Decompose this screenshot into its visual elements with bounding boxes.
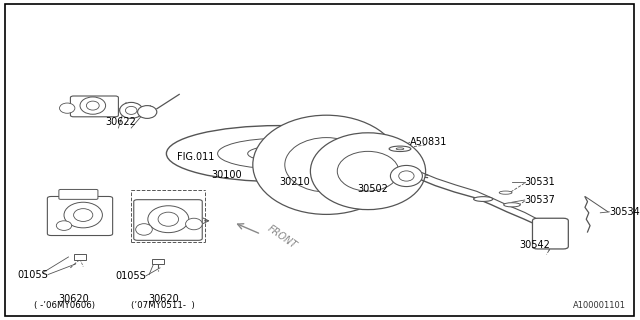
Text: 30534: 30534 [609, 207, 640, 217]
Ellipse shape [499, 191, 512, 194]
Text: 30210: 30210 [279, 177, 310, 187]
Text: FRONT: FRONT [266, 223, 299, 251]
Ellipse shape [125, 106, 137, 114]
Ellipse shape [158, 212, 179, 226]
Ellipse shape [136, 224, 152, 235]
Text: A50831: A50831 [410, 137, 447, 148]
Text: 30620: 30620 [148, 294, 179, 304]
Ellipse shape [396, 148, 404, 150]
Ellipse shape [310, 133, 426, 210]
Ellipse shape [312, 155, 340, 174]
Text: A100001101: A100001101 [573, 301, 626, 310]
Ellipse shape [474, 196, 493, 202]
Ellipse shape [186, 218, 202, 230]
Ellipse shape [253, 115, 400, 214]
Text: 0105S: 0105S [17, 269, 48, 280]
Text: 30622: 30622 [105, 117, 136, 127]
Ellipse shape [399, 171, 414, 181]
Text: ( -’06MY0606): ( -’06MY0606) [33, 301, 95, 310]
Text: (’07MY0511-  ): (’07MY0511- ) [131, 301, 195, 310]
Ellipse shape [148, 206, 189, 233]
Ellipse shape [285, 138, 368, 192]
Text: 30542: 30542 [520, 240, 550, 250]
FancyBboxPatch shape [134, 200, 202, 240]
Ellipse shape [337, 151, 399, 191]
Ellipse shape [64, 202, 102, 228]
FancyBboxPatch shape [59, 189, 98, 199]
Ellipse shape [264, 150, 292, 157]
Ellipse shape [86, 101, 99, 110]
Ellipse shape [218, 138, 339, 169]
Text: FIG.011: FIG.011 [177, 152, 214, 163]
Ellipse shape [248, 146, 309, 161]
Text: 30620: 30620 [58, 294, 89, 304]
Ellipse shape [56, 221, 72, 230]
Ellipse shape [74, 209, 93, 221]
Ellipse shape [60, 103, 75, 113]
FancyBboxPatch shape [152, 259, 164, 264]
Text: 0105S: 0105S [115, 271, 146, 281]
Text: 30531: 30531 [525, 177, 556, 188]
FancyBboxPatch shape [532, 218, 568, 249]
FancyBboxPatch shape [47, 196, 113, 236]
Text: 30100: 30100 [211, 170, 242, 180]
Ellipse shape [389, 146, 411, 151]
FancyBboxPatch shape [70, 96, 118, 117]
Ellipse shape [120, 102, 143, 118]
Ellipse shape [138, 106, 157, 118]
Ellipse shape [504, 203, 520, 207]
Text: 30502: 30502 [357, 184, 388, 195]
Ellipse shape [166, 125, 390, 181]
FancyBboxPatch shape [74, 254, 86, 260]
Ellipse shape [390, 165, 422, 187]
Ellipse shape [80, 97, 106, 114]
Text: 30537: 30537 [525, 195, 556, 205]
